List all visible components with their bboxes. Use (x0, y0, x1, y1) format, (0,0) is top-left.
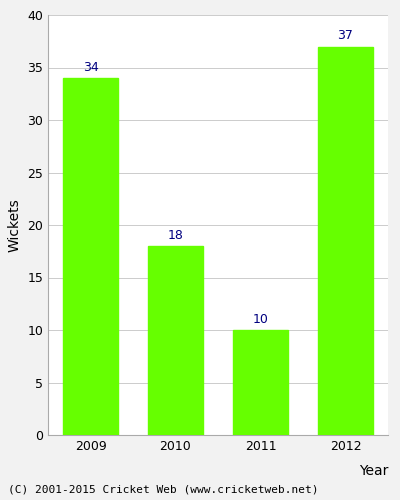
Text: Year: Year (359, 464, 388, 478)
Y-axis label: Wickets: Wickets (8, 198, 22, 252)
Bar (233, 330, 288, 435)
Text: (C) 2001-2015 Cricket Web (www.cricketweb.net): (C) 2001-2015 Cricket Web (www.cricketwe… (8, 485, 318, 495)
Bar (318, 46, 373, 435)
Text: 37: 37 (338, 30, 354, 43)
Bar (63, 78, 118, 435)
Text: 34: 34 (83, 61, 98, 74)
Bar (148, 246, 203, 435)
Text: 10: 10 (252, 313, 268, 326)
Text: 18: 18 (168, 229, 184, 242)
